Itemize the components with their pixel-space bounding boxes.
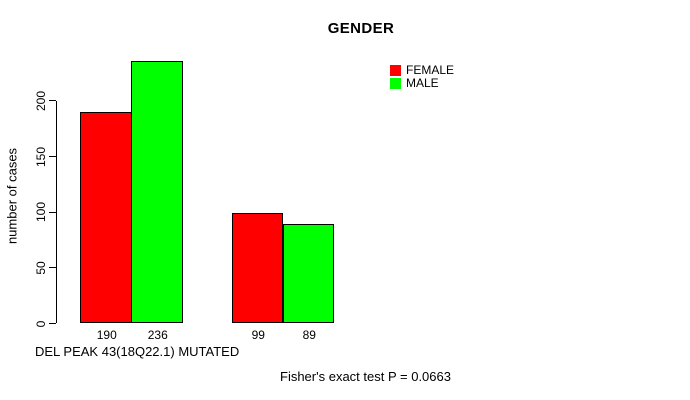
y-tick: [49, 211, 56, 213]
legend-label: MALE: [406, 76, 439, 90]
y-axis-title: number of cases: [4, 147, 20, 245]
bar-female-2: [231, 213, 283, 324]
y-tick: [49, 323, 56, 324]
y-tick-label: 50: [34, 261, 48, 275]
y-tick: [49, 267, 56, 269]
legend-item-female: FEMALE: [390, 63, 455, 77]
y-tick-label: 200: [34, 90, 48, 111]
legend-item-male: MALE: [390, 76, 454, 90]
bar-value-label: 89: [302, 328, 316, 342]
legend-label: FEMALE: [406, 63, 455, 77]
legend-swatch-icon: [390, 65, 401, 76]
legend: FEMALE MALE: [390, 63, 455, 91]
y-tick: [49, 156, 56, 158]
bar-value-label: 99: [251, 328, 265, 342]
legend-swatch-icon: [390, 78, 401, 89]
y-tick-label: 0: [34, 320, 48, 327]
y-tick-label: 100: [34, 202, 48, 223]
bar-value-label: 236: [147, 328, 168, 342]
x-axis-title: DEL PEAK 43(18Q22.1) MUTATED: [35, 344, 240, 359]
stat-annotation: Fisher's exact test P = 0.0663: [280, 369, 451, 384]
chart-title: GENDER: [327, 20, 395, 37]
y-tick: [49, 100, 56, 102]
y-tick-label: 150: [34, 146, 48, 167]
bar-male-2: [282, 224, 334, 324]
y-axis-line: [56, 100, 57, 323]
bar-female-1: [80, 112, 132, 324]
bar-value-label: 190: [96, 328, 117, 342]
bar-male-1: [131, 60, 183, 324]
